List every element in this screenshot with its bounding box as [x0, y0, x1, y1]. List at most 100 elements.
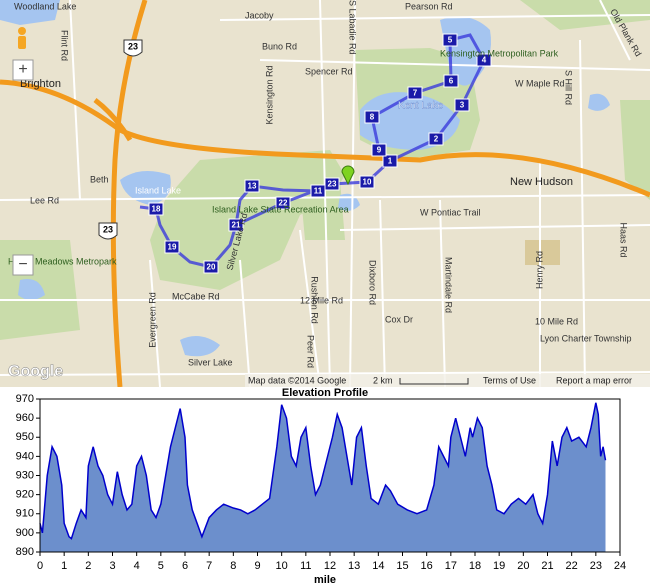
route-marker-label: 3	[460, 101, 465, 110]
route-marker	[428, 132, 444, 146]
route-marker-label: 21	[232, 221, 241, 230]
x-tick-label: 5	[158, 560, 164, 572]
route-marker	[359, 175, 375, 189]
map-label: S Hill Rd	[564, 70, 574, 105]
map-label: Kensington Metropolitan Park	[440, 48, 559, 58]
x-tick-label: 20	[517, 560, 529, 572]
route-marker	[382, 154, 398, 168]
y-tick-label: 900	[16, 527, 34, 539]
lake	[0, 0, 60, 25]
x-tick-label: 24	[614, 560, 626, 572]
park-area	[620, 100, 650, 200]
start-pin[interactable]	[341, 165, 355, 186]
map-label: Lee Rd	[30, 195, 59, 205]
map-label: New Hudson	[510, 176, 573, 188]
map-label: Silver Lake	[188, 357, 233, 367]
route-marker-label: 5	[448, 36, 453, 45]
map-label: Beth	[90, 174, 109, 184]
zoom-control[interactable]: + −	[12, 59, 34, 276]
map-label: Huron Meadows Metropark	[8, 256, 117, 266]
footer-bar	[245, 374, 650, 387]
route-marker-label: 1	[388, 157, 393, 166]
report-link[interactable]: Report a map error	[556, 375, 632, 385]
y-tick-label: 950	[16, 431, 34, 443]
y-tick-label: 930	[16, 469, 34, 481]
highway-label: 23	[103, 224, 113, 234]
x-tick-label: 21	[541, 560, 553, 572]
x-tick-label: 18	[469, 560, 481, 572]
map-label: 12 Mile Rd	[300, 295, 343, 305]
x-tick-label: 23	[590, 560, 602, 572]
x-tick-label: 16	[421, 560, 433, 572]
route-marker-label: 10	[363, 178, 372, 187]
route-marker-label: 11	[314, 187, 323, 196]
route-marker	[324, 177, 340, 191]
map-label: Peer Rd	[306, 335, 316, 368]
x-tick-label: 0	[37, 560, 43, 572]
lake	[588, 93, 610, 111]
x-tick-label: 8	[230, 560, 236, 572]
map-label: Henry Rd	[534, 251, 544, 289]
x-tick-label: 15	[396, 560, 408, 572]
x-tick-label: 9	[254, 560, 260, 572]
route-marker-label: 19	[168, 243, 177, 252]
x-tick-label: 10	[276, 560, 288, 572]
x-tick-label: 22	[566, 560, 578, 572]
map-label: 10 Mile Rd	[535, 316, 578, 326]
lake	[180, 336, 220, 357]
x-tick-label: 12	[324, 560, 336, 572]
route-marker-label: 23	[328, 180, 337, 189]
map-label: Martindale Rd	[444, 257, 454, 313]
x-tick-label: 1	[61, 560, 67, 572]
map-label: Brighton	[20, 78, 61, 90]
zoom-in[interactable]: +	[18, 61, 27, 78]
roads	[0, 0, 650, 387]
y-tick-label: 910	[16, 508, 34, 520]
route-marker-label: 18	[152, 205, 161, 214]
map-label: Dixboro Rd	[368, 260, 378, 305]
map-label: Cox Dr	[385, 314, 413, 324]
highway-shield: 23	[98, 222, 118, 240]
route-marker-label: 6	[449, 77, 454, 86]
lake	[120, 171, 171, 205]
route-marker-label: 13	[248, 182, 257, 191]
route-marker	[228, 218, 244, 232]
route-marker	[407, 86, 423, 100]
route-marker-label: 4	[482, 56, 487, 65]
chart-title: Elevation Profile	[282, 387, 368, 399]
map-label: Evergreen Rd	[147, 292, 157, 348]
y-tick-label: 940	[16, 450, 34, 462]
lake	[18, 279, 45, 300]
route-marker-label: 8	[370, 113, 375, 122]
terms-link[interactable]: Terms of Use	[483, 375, 536, 385]
route-marker	[164, 240, 180, 254]
route-marker	[148, 202, 164, 216]
x-tick-label: 6	[182, 560, 188, 572]
route-marker	[244, 179, 260, 193]
elevation-line	[39, 402, 607, 540]
pegman[interactable]	[18, 27, 26, 49]
map-label: McCabe Rd	[172, 291, 220, 301]
zoom-out[interactable]: −	[18, 256, 27, 273]
y-tick-label: 960	[16, 412, 34, 424]
y-tick-label: 970	[16, 393, 34, 405]
x-tick-label: 19	[493, 560, 505, 572]
x-axis-label: mile	[314, 574, 336, 586]
route-marker-label: 22	[279, 199, 288, 208]
x-tick-label: 7	[206, 560, 212, 572]
map-label: Pearson Rd	[405, 1, 453, 11]
x-tick-label: 17	[445, 560, 457, 572]
route-marker-label: 2	[434, 135, 439, 144]
highway-label: 23	[128, 41, 138, 51]
map-label: S Labadie Rd	[348, 0, 358, 55]
route-marker	[275, 196, 291, 210]
map-label: Jacoby	[245, 10, 274, 20]
x-tick-label: 11	[300, 560, 311, 572]
highway-shield: 23	[123, 39, 143, 57]
route-marker-label: 20	[207, 263, 216, 272]
route-marker	[443, 74, 459, 88]
x-tick-label: 4	[134, 560, 140, 572]
